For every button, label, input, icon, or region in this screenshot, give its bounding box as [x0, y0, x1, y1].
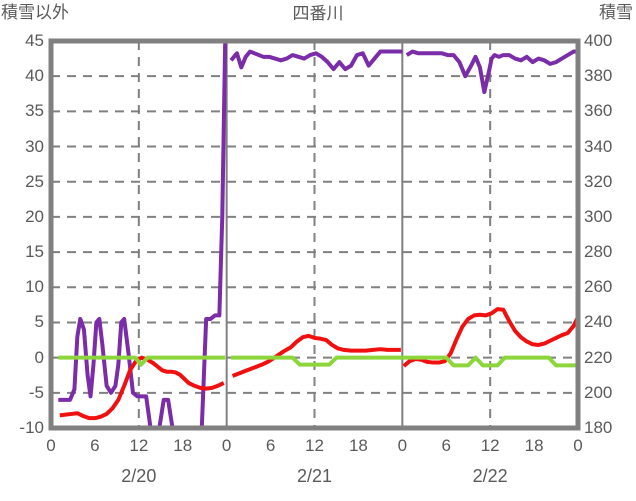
y-axis-left-tick: 25 — [25, 171, 44, 191]
x-axis-tick: 18 — [173, 436, 193, 455]
y-axis-right-tick: 240 — [584, 312, 613, 332]
y-axis-right-tick: 180 — [584, 418, 613, 437]
series-line-2-seg-2 — [402, 355, 578, 368]
y-axis-left-tick: 35 — [25, 101, 44, 121]
y-axis-right-tick: 220 — [584, 347, 613, 367]
y-axis-left-tick: -10 — [19, 418, 44, 437]
y-axis-right-tick: 300 — [584, 206, 613, 226]
series-line-1-seg-0 — [59, 355, 225, 421]
y-axis-left-tick: 20 — [25, 206, 44, 226]
y-axis-right-tick: 360 — [584, 101, 613, 121]
x-axis-tick: 6 — [265, 436, 276, 455]
right-axis-title: 積雪 — [599, 3, 633, 22]
series-line-1-seg-2 — [402, 307, 580, 368]
series-line-1-seg-1 — [231, 333, 401, 378]
series-line-0-seg-0 — [58, 40, 228, 430]
x-axis-day-label: 2/21 — [296, 466, 333, 486]
x-axis-tick: 12 — [480, 436, 500, 455]
x-axis-tick: 6 — [90, 436, 100, 455]
y-axis-left-tick: 15 — [25, 242, 44, 262]
x-axis-day-label: 2/22 — [472, 466, 508, 486]
y-axis-right-tick: 340 — [584, 136, 613, 156]
page-title: 四番川 — [292, 4, 344, 23]
series-line-0-seg-1 — [229, 49, 403, 72]
y-axis-right-tick: 320 — [584, 171, 613, 191]
x-axis-day-label: 2/20 — [121, 466, 157, 486]
y-axis-right-tick: 260 — [584, 277, 613, 297]
x-axis-tick: 12 — [129, 436, 149, 455]
x-axis-tick: 0 — [221, 436, 232, 455]
y-axis-left-tick: 45 — [25, 31, 44, 50]
y-axis-right-tick: 380 — [584, 66, 613, 86]
series-line-2-seg-1 — [231, 355, 403, 367]
left-axis-title: 積雪以外 — [1, 3, 69, 22]
plot-frame — [48, 38, 581, 431]
y-axis-left-tick: 10 — [25, 277, 44, 297]
y-axis-left-tick: 30 — [25, 136, 44, 156]
x-axis-tick: 18 — [524, 436, 544, 455]
x-axis-tick: 0 — [397, 436, 408, 455]
series-line-2-seg-0 — [58, 355, 226, 367]
y-axis-right-tick: 280 — [584, 242, 613, 262]
y-axis-left-tick: 0 — [34, 347, 44, 367]
x-axis-tick: 0 — [46, 436, 56, 455]
y-axis-left-tick: 5 — [34, 312, 44, 332]
x-axis-tick: 6 — [441, 436, 451, 455]
y-axis-left-tick: -5 — [28, 382, 44, 402]
y-axis-left-tick: 40 — [25, 66, 44, 86]
y-axis-right-tick: 400 — [584, 31, 613, 50]
x-axis-tick: 0 — [573, 436, 583, 455]
x-axis-tick: 12 — [305, 436, 324, 455]
series-line-0-seg-2 — [405, 49, 578, 95]
x-axis-tick: 18 — [348, 436, 368, 455]
y-axis-right-tick: 200 — [584, 382, 613, 402]
